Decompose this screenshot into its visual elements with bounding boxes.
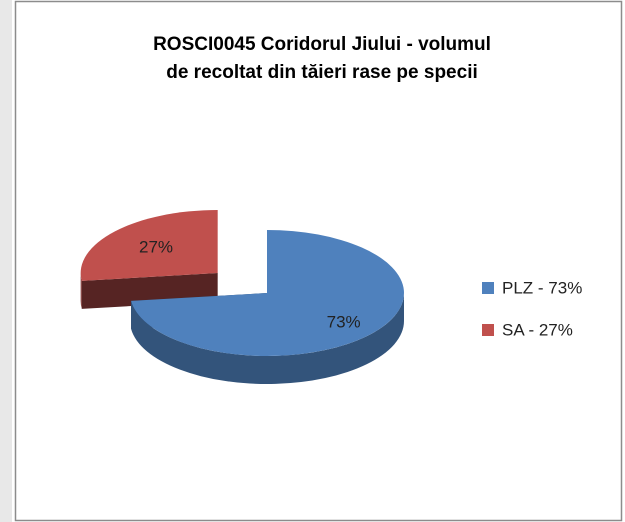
legend-swatch	[482, 324, 494, 336]
legend-swatch	[482, 282, 494, 294]
legend-label: PLZ - 73%	[502, 278, 582, 297]
data-label: 27%	[139, 237, 173, 256]
legend-label: SA - 27%	[502, 320, 573, 339]
side-panel	[0, 0, 12, 522]
pie-slice	[131, 230, 404, 356]
pie-slice	[80, 210, 218, 281]
chart-title: ROSCI0045 Coridorul Jiului - volumul	[153, 34, 491, 55]
pie-side	[131, 293, 404, 384]
data-label: 73%	[327, 312, 361, 331]
chart-title: de recoltat din tăieri rase pe specii	[166, 62, 478, 83]
pie-side	[80, 273, 82, 309]
